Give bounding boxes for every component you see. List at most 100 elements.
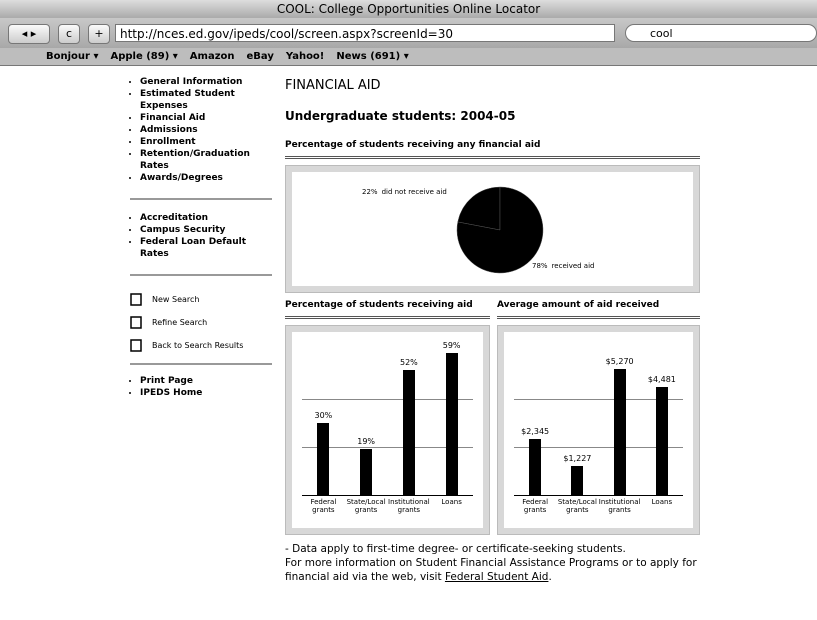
tool-item[interactable]: Back to Search Results [130,334,272,357]
slice-label: 78% received aid [532,262,595,270]
x-axis [302,495,473,496]
bookmark[interactable]: Bonjour ▾ [46,51,99,62]
nav-list: Print PageIPEDS Home [130,375,272,399]
bar [655,387,668,495]
nav-item[interactable]: Campus Security [140,224,272,236]
bookmark[interactable]: News (691) ▾ [336,51,409,62]
bookmark[interactable]: Amazon [189,51,235,62]
nav-item[interactable]: Accreditation [140,212,272,224]
grid-line [302,399,473,400]
nav-item[interactable]: Estimated Student Expenses [140,88,272,112]
toolbar: ◂ ▸ c + http://nces.ed.gov/ipeds/cool/sc… [0,18,817,48]
pie-chart: 22% did not receive aid 78% received aid [362,186,595,274]
icon-frame [130,315,142,329]
divider [130,363,272,365]
icon-frame [130,292,142,306]
nav-list: AccreditationCampus SecurityFederal Loan… [130,212,272,260]
chart-frame: $2,345 Federal grants $1,227 State/Local gr… [497,325,700,535]
chart: Percentage of students receiving aid 30% F… [285,300,490,535]
chart: Percentage of students receiving any fin… [285,140,700,293]
bar [571,465,584,495]
nav-item[interactable]: Print Page [140,375,272,387]
nav-item[interactable]: Financial Aid [140,112,272,124]
divider [130,274,272,276]
bookmark[interactable]: Yahoo! [285,51,325,62]
address-bar[interactable]: http://nces.ed.gov/ipeds/cool/screen.asp… [115,24,615,42]
chart: Average amount of aid received $2,345 Fede… [497,300,700,535]
tool-label: Back to Search Results [152,340,244,350]
nav-item[interactable]: General Information [140,76,272,88]
value-label: 19% [357,437,376,447]
chart-title: Average amount of aid received [497,300,700,319]
chart-frame: 22% did not receive aid 78% received aid [285,165,700,293]
value-label: $5,270 [605,356,634,366]
chart-title: Percentage of students receiving any fin… [285,140,700,159]
value-label: $4,481 [647,375,676,385]
tool-icon [130,338,142,352]
nav-item[interactable]: IPEDS Home [140,387,272,399]
nav-item[interactable]: Federal Loan Default Rates [140,236,272,260]
plot-area: $2,345 Federal grants $1,227 State/Local gr… [504,332,693,528]
bar [613,368,626,495]
x-axis [514,495,683,496]
bookmark[interactable]: eBay [246,51,274,62]
sidebar: General InformationEstimated Student Exp… [130,76,272,399]
search-field[interactable]: cool [625,24,817,42]
pie-slice [456,186,544,274]
slice-category: did not receive aid [382,188,447,196]
nav-item[interactable]: Enrollment [140,136,272,148]
nav-item[interactable]: Awards/Degrees [140,172,272,184]
x-tick-label: Federal grants [310,498,337,514]
grid-line [514,399,683,400]
tool-label: New Search [152,294,200,304]
tool-label: Refine Search [152,317,208,327]
bar [402,370,415,495]
nav-item[interactable]: Admissions [140,124,272,136]
tool-icon [130,315,142,329]
back-forward-button[interactable]: ◂ ▸ [8,24,50,44]
footnote: - Data apply to first-time degree- or ce… [285,542,715,584]
chart-title: Percentage of students receiving aid [285,300,490,319]
subheading: Undergraduate students: 2004-05 [285,109,516,123]
icon-frame [130,338,142,352]
page-heading: FINANCIAL AID [285,78,381,93]
x-tick-label: Federal grants [522,498,549,514]
link[interactable]: Federal Student Aid [444,571,549,583]
value-label: 52% [399,358,418,368]
grid-line [302,447,473,448]
reload-button[interactable]: c [58,24,80,44]
slice-value-label: 78% [532,262,548,270]
window-title: COOL: College Opportunities Online Locat… [0,0,817,18]
slice-label: 22% did not receive aid [362,188,447,196]
main-content: FINANCIAL AID Undergraduate students: 20… [285,78,700,123]
tool-item[interactable]: Refine Search [130,311,272,334]
tool-item[interactable]: New Search [130,288,272,311]
more-info: For more information on Student Financia… [285,556,715,584]
slice-value-label: 22% [362,188,378,196]
more-text: For more information on Student Financia… [285,557,697,583]
x-tick-label: Institutional grants [598,498,641,514]
tools: New Search Refine Search Back to Search Re… [130,288,272,357]
x-tick-label: Loans [441,498,462,506]
bar [360,449,373,495]
value-label: 30% [314,411,333,420]
nav-list: General InformationEstimated Student Exp… [130,76,272,184]
bookmark[interactable]: Apple (89) ▾ [110,51,178,62]
x-tick-label: State/Local grants [346,498,386,514]
nav-item[interactable]: Retention/Graduation Rates [140,148,272,172]
value-label: $2,345 [521,426,550,436]
x-tick-label: Institutional grants [388,498,430,514]
bar [317,423,330,495]
bar [529,438,542,495]
plot-area: 30% Federal grants 19% State/Local grants 52… [292,332,483,528]
bookmarks-bar: Bonjour ▾ Apple (89) ▾ Amazon eBay Yahoo! New… [0,48,817,66]
end: . [548,571,552,583]
value-label: $1,227 [563,453,592,463]
bar [445,353,458,495]
add-bookmark-button[interactable]: + [88,24,110,44]
plot-area: 22% did not receive aid 78% received aid [292,172,693,286]
x-tick-label: State/Local grants [557,498,597,514]
slice-category: received aid [552,262,595,270]
